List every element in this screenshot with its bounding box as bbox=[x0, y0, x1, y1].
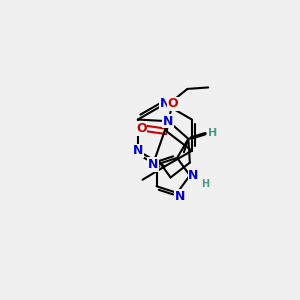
Text: N: N bbox=[188, 169, 199, 182]
Text: N: N bbox=[163, 115, 173, 128]
Text: N: N bbox=[160, 98, 170, 110]
Text: O: O bbox=[136, 122, 147, 135]
Text: N: N bbox=[133, 144, 143, 157]
Text: H: H bbox=[208, 128, 217, 138]
Text: N: N bbox=[148, 158, 158, 171]
Text: H: H bbox=[201, 179, 209, 189]
Text: N: N bbox=[175, 190, 185, 203]
Text: O: O bbox=[167, 97, 178, 110]
